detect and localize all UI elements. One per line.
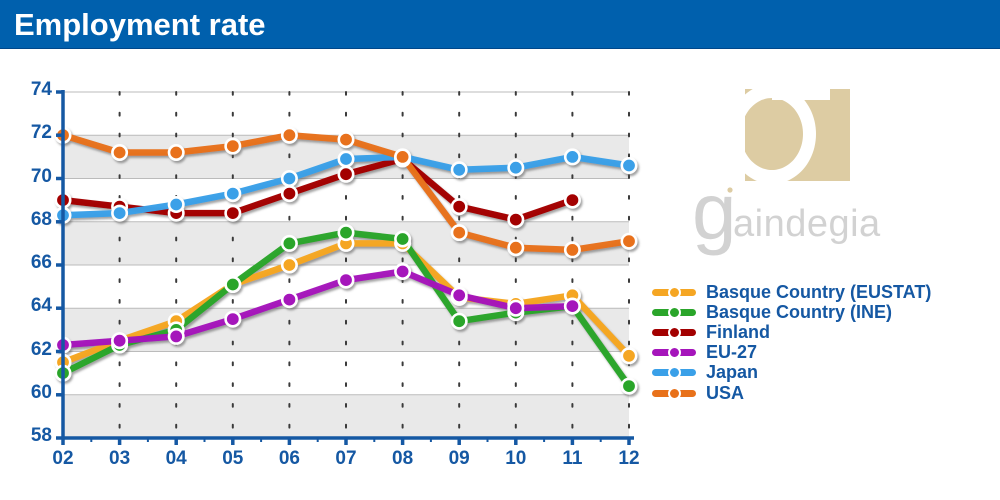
svg-text:g: g <box>692 167 737 256</box>
svg-text:aindegia: aindegia <box>733 203 881 245</box>
